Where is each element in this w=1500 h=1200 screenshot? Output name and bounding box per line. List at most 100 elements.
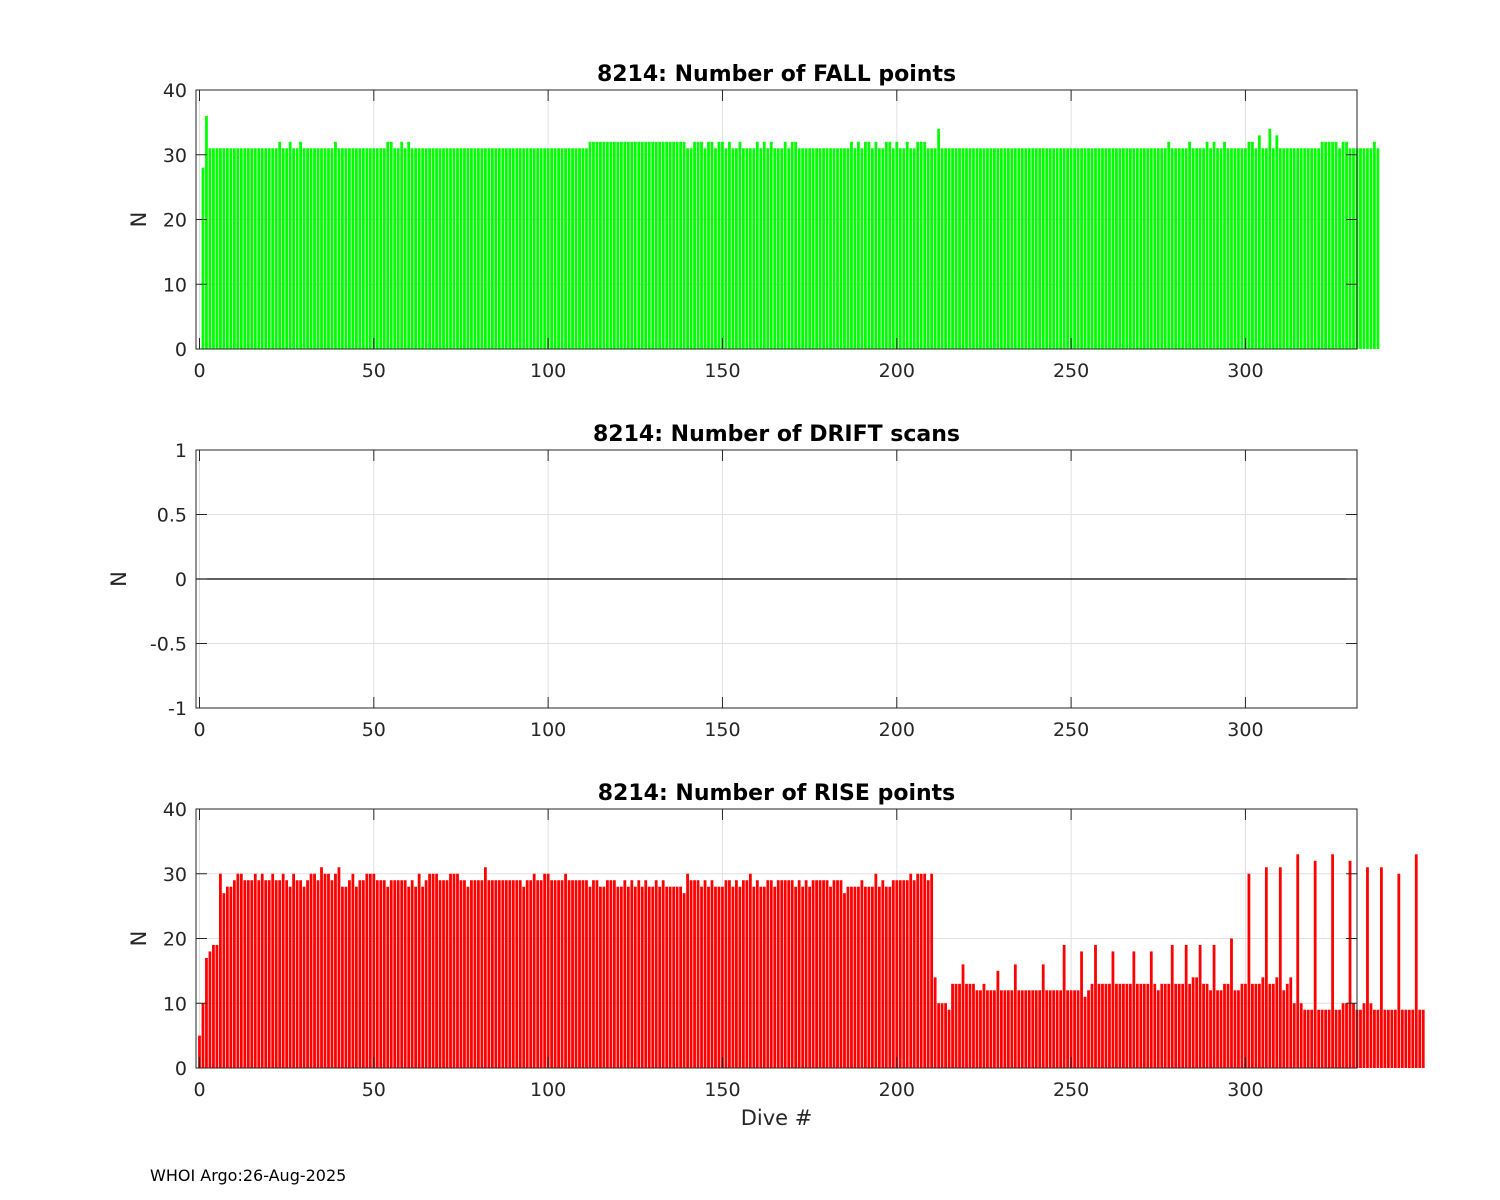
bar: [253, 148, 257, 349]
bar: [532, 148, 536, 349]
bar: [490, 880, 494, 1068]
bar: [1331, 854, 1334, 1068]
bar: [1059, 148, 1063, 349]
bar: [626, 886, 630, 1068]
bar: [612, 141, 616, 349]
bar: [825, 148, 829, 349]
bar: [292, 148, 296, 349]
bar: [1327, 141, 1331, 349]
bar: [1390, 1009, 1394, 1068]
bar: [1299, 1003, 1303, 1068]
bar: [1045, 990, 1049, 1068]
bar: [581, 880, 585, 1068]
bar: [1282, 148, 1286, 349]
bar: [937, 1003, 941, 1068]
bar: [1097, 148, 1101, 349]
bar: [1052, 990, 1056, 1068]
bar: [414, 886, 418, 1068]
bar: [1013, 964, 1017, 1068]
bar: [675, 886, 679, 1068]
bar: [501, 148, 505, 349]
bar: [1359, 148, 1362, 349]
bar: [867, 141, 871, 349]
bar: [968, 148, 972, 349]
bar: [902, 880, 906, 1068]
bar: [571, 880, 574, 1068]
bar: [1010, 990, 1014, 1068]
bar: [686, 873, 689, 1068]
bar: [483, 867, 487, 1068]
bar: [473, 148, 477, 349]
bar: [616, 141, 620, 349]
bar: [815, 880, 818, 1068]
bar: [769, 880, 773, 1068]
bar: [815, 148, 818, 349]
bar: [564, 873, 567, 1068]
bar: [811, 880, 815, 1068]
bar: [281, 873, 285, 1068]
bar: [710, 141, 714, 349]
bar: [243, 880, 247, 1068]
bar: [700, 886, 703, 1068]
bar: [860, 148, 864, 349]
bar: [1324, 1009, 1328, 1068]
bar: [808, 886, 812, 1068]
bar: [295, 880, 299, 1068]
bar: [999, 990, 1003, 1068]
bar: [543, 873, 547, 1068]
bar: [829, 148, 832, 349]
bar: [829, 886, 832, 1068]
bar: [1073, 148, 1076, 349]
bar: [1352, 148, 1355, 349]
bar: [1338, 1009, 1341, 1068]
y-tick-label: 0: [175, 569, 187, 591]
bar: [905, 880, 909, 1068]
bar: [633, 141, 637, 349]
bar: [522, 886, 526, 1068]
bar: [857, 141, 860, 349]
bar: [1230, 938, 1233, 1068]
bar: [787, 148, 791, 349]
bar: [1125, 148, 1129, 349]
bar: [257, 148, 261, 349]
bar: [1397, 873, 1401, 1068]
bar: [1320, 1009, 1324, 1068]
bar: [1407, 1009, 1411, 1068]
bar: [219, 148, 222, 349]
bar: [1083, 148, 1087, 349]
bar: [1268, 128, 1272, 349]
bar: [1195, 977, 1199, 1068]
bar: [1090, 148, 1094, 349]
bar: [693, 141, 696, 349]
bar: [546, 873, 550, 1068]
bar: [661, 141, 665, 349]
bar: [348, 880, 351, 1068]
bar: [365, 148, 369, 349]
bar: [1289, 148, 1293, 349]
bar: [612, 880, 616, 1068]
bar: [1160, 148, 1164, 349]
bar: [1191, 977, 1195, 1068]
bar: [480, 880, 484, 1068]
bar: [215, 148, 219, 349]
bar: [529, 880, 533, 1068]
bar: [431, 873, 435, 1068]
bar: [937, 128, 941, 349]
bar: [320, 867, 323, 1068]
bar: [1359, 1009, 1362, 1068]
bar: [236, 873, 240, 1068]
bar: [1038, 148, 1042, 349]
bar: [888, 886, 892, 1068]
bar: [595, 141, 599, 349]
bar: [808, 148, 812, 349]
bar: [1090, 983, 1094, 1068]
bar: [895, 141, 899, 349]
bar: [449, 873, 452, 1068]
chart-panel-2: 0 50 100 150 200 250 300 -1 -0.5 0 0.5 1 8214: Numbe…: [107, 422, 1358, 741]
bar: [306, 148, 309, 349]
bar: [762, 886, 766, 1068]
bar: [1247, 873, 1251, 1068]
bar: [1027, 148, 1031, 349]
bar: [323, 148, 327, 349]
chart-title: 8214: Number of RISE points: [598, 781, 956, 806]
